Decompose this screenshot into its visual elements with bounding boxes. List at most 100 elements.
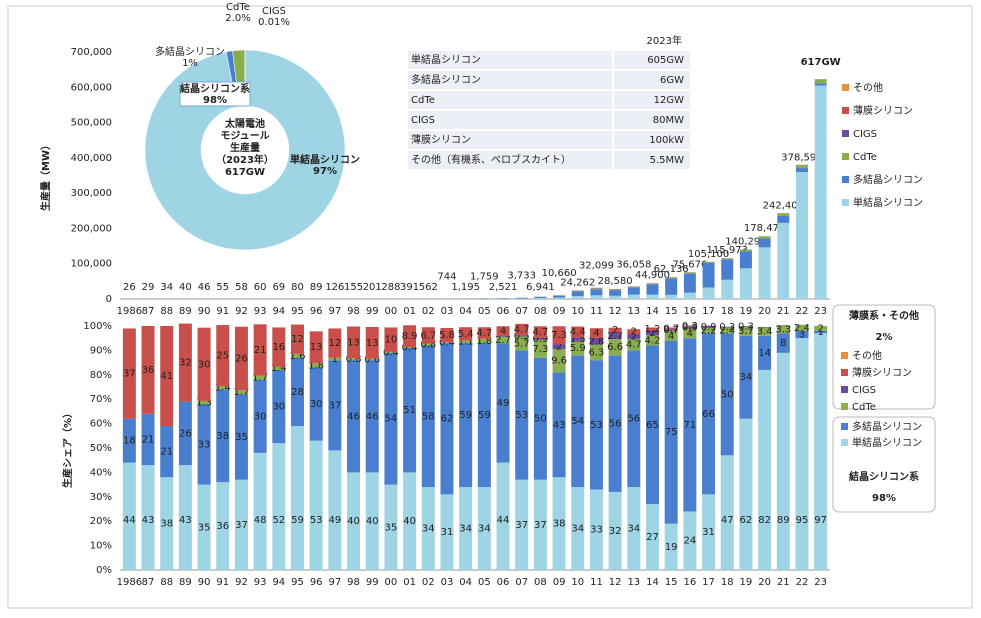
x-tick-label: 98 bbox=[347, 577, 360, 588]
legend-label: 単結晶シリコン bbox=[852, 436, 922, 449]
x-tick-label: 94 bbox=[272, 306, 285, 317]
bar-label: 38 bbox=[216, 431, 229, 442]
bar-segment bbox=[720, 327, 734, 334]
bar-label: 2.2 bbox=[701, 326, 717, 337]
bar-segment bbox=[216, 325, 230, 387]
x-tick-label: 1986 bbox=[117, 577, 142, 588]
x-tick-label: 01 bbox=[403, 306, 416, 317]
bar-segment bbox=[440, 494, 454, 570]
bar-label: 65 bbox=[646, 420, 659, 431]
bar-label: 3.3 bbox=[775, 324, 791, 335]
bar-segment bbox=[683, 273, 696, 293]
total-label: 288 bbox=[381, 282, 400, 293]
bar-segment bbox=[758, 238, 771, 248]
bar-segment bbox=[216, 482, 230, 570]
total-label: 126 bbox=[325, 282, 344, 293]
bar-segment bbox=[571, 355, 585, 488]
bar-label: 43 bbox=[179, 515, 192, 526]
bar-label: 4 bbox=[593, 328, 599, 339]
table-header: 2023年 bbox=[647, 34, 682, 47]
x-tick-label: 03 bbox=[441, 577, 454, 588]
pie-group-value: 98% bbox=[203, 95, 227, 106]
table-cell: 100kW bbox=[649, 135, 684, 146]
pie-center-label: 生産量 bbox=[230, 141, 260, 154]
bar-segment bbox=[720, 455, 734, 570]
bar-label: 31 bbox=[441, 527, 454, 538]
x-tick-label: 16 bbox=[684, 306, 697, 317]
bar-segment bbox=[515, 335, 529, 337]
bar-segment bbox=[720, 326, 734, 328]
bar-segment bbox=[234, 326, 248, 391]
table-cell: 80MW bbox=[653, 115, 684, 126]
bar-label: 50 bbox=[721, 389, 734, 400]
bar-segment bbox=[365, 326, 379, 359]
bar-segment bbox=[552, 348, 566, 373]
bar-segment bbox=[309, 440, 323, 570]
bar-segment bbox=[477, 338, 491, 344]
legend-label: CdTe bbox=[853, 152, 877, 163]
bar-label: 54 bbox=[385, 414, 398, 425]
bar-label: 0.8 bbox=[346, 354, 362, 365]
bar-segment bbox=[197, 400, 211, 405]
legend-label: 単結晶シリコン bbox=[853, 196, 923, 209]
x-tick-label: 96 bbox=[310, 577, 323, 588]
bar-label: 4.7 bbox=[476, 328, 492, 339]
bar-label: 9.6 bbox=[551, 356, 567, 367]
bar-label: 82 bbox=[758, 515, 771, 526]
x-tick-label: 01 bbox=[403, 577, 416, 588]
bar-segment bbox=[665, 278, 678, 295]
bar-segment bbox=[216, 389, 230, 483]
x-tick-label: 17 bbox=[702, 577, 715, 588]
bar-label: 41 bbox=[160, 371, 173, 382]
legend-label: 薄膜シリコン bbox=[853, 104, 913, 117]
x-tick-label: 93 bbox=[254, 577, 267, 588]
table-cell: 12GW bbox=[654, 95, 684, 106]
bar-label: 37 bbox=[123, 369, 136, 380]
x-tick-label: 14 bbox=[646, 577, 659, 588]
pie-center-label: 太陽電池 bbox=[224, 117, 265, 130]
table-row bbox=[408, 71, 690, 89]
table-cell: 5.5MW bbox=[650, 155, 685, 166]
bar-segment bbox=[795, 325, 809, 331]
bar-segment bbox=[776, 333, 790, 353]
bar-segment bbox=[496, 343, 510, 463]
bar-label: 0.7 bbox=[663, 325, 679, 336]
bar-label: 4.7 bbox=[532, 327, 548, 338]
bar-label: 21 bbox=[160, 447, 173, 458]
bar-segment bbox=[403, 346, 417, 348]
bar-segment bbox=[609, 295, 622, 299]
bar-segment bbox=[589, 344, 603, 361]
bar-segment bbox=[608, 491, 622, 570]
bar-segment bbox=[234, 479, 248, 570]
bar-segment bbox=[365, 358, 379, 361]
total-label: 40 bbox=[179, 282, 192, 293]
bar-label: 35 bbox=[385, 522, 398, 533]
bar-segment bbox=[739, 335, 753, 419]
bar-label: 0.9 bbox=[701, 322, 717, 333]
legend-group-title: 薄膜系・その他 bbox=[849, 309, 919, 322]
x-tick-label: 1986 bbox=[117, 306, 142, 317]
bar-segment bbox=[421, 487, 435, 570]
x-tick-label: 05 bbox=[478, 306, 491, 317]
bar-label: 21 bbox=[254, 345, 267, 356]
x-tick-label: 23 bbox=[814, 306, 827, 317]
total-label: 2,521 bbox=[489, 282, 518, 293]
legend-swatch bbox=[842, 107, 849, 114]
bar-segment bbox=[814, 85, 827, 300]
bar-segment bbox=[814, 330, 828, 334]
bar-label: 1 bbox=[332, 354, 338, 365]
pie-group-label: 結晶シリコン系 bbox=[180, 82, 250, 95]
total-label: 201 bbox=[363, 282, 382, 293]
bar-segment bbox=[664, 340, 678, 524]
bar-label: 18 bbox=[123, 436, 136, 447]
x-tick-label: 93 bbox=[254, 306, 267, 317]
bar-label: 8 bbox=[780, 338, 786, 349]
y-tick-label: 60% bbox=[90, 419, 112, 430]
bar-label: 37 bbox=[235, 520, 248, 531]
x-tick-label: 11 bbox=[590, 577, 603, 588]
bar-label: 13 bbox=[347, 337, 360, 348]
y-tick-label: 700,000 bbox=[71, 47, 112, 58]
bar-segment bbox=[814, 326, 828, 331]
x-tick-label: 95 bbox=[291, 577, 304, 588]
y-tick-label: 30% bbox=[90, 492, 112, 503]
